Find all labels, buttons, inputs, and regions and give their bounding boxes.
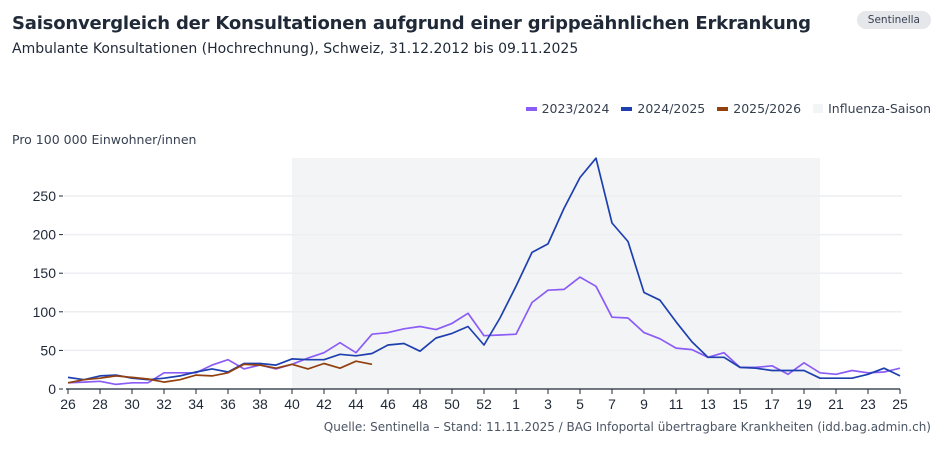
x-tick-label: 48	[412, 396, 428, 412]
series-line-2025-2026	[67, 360, 373, 384]
x-tick-label: 34	[188, 396, 204, 412]
x-tick-label: 23	[860, 396, 876, 412]
x-tick-label: 30	[124, 396, 140, 412]
x-tick-label: 5	[576, 396, 584, 412]
x-tick-label: 50	[444, 396, 460, 412]
series-line-2024-2025	[67, 157, 901, 381]
x-tick-label: 15	[732, 396, 748, 412]
legend-label: 2023/2024	[541, 101, 610, 116]
x-tick-label: 38	[252, 396, 268, 412]
legend-label: 2025/2026	[733, 101, 802, 116]
legend-item-influenza-season[interactable]: Influenza-Saison	[813, 101, 931, 116]
y-tick-label: 100	[33, 304, 57, 320]
chart-title: Saisonvergleich der Konsultationen aufgr…	[12, 13, 811, 34]
y-tick-label: 200	[33, 227, 57, 243]
y-tick-label: 50	[40, 342, 56, 358]
y-axis-label: Pro 100 000 Einwohner/innen	[12, 132, 197, 147]
legend-swatch-series-0	[525, 106, 537, 111]
x-tick-label: 7	[608, 396, 616, 412]
x-tick-label: 42	[316, 396, 332, 412]
x-tick-label: 40	[284, 396, 300, 412]
x-tick-label: 9	[640, 396, 648, 412]
x-tick-label: 32	[156, 396, 172, 412]
source-note: Quelle: Sentinella – Stand: 11.11.2025 /…	[323, 420, 931, 434]
legend: 2023/2024 2024/2025 2025/2026 Influenza-…	[525, 101, 931, 116]
x-tick-label: 17	[764, 396, 780, 412]
x-tick-label: 3	[544, 396, 552, 412]
y-tick-label: 250	[33, 188, 57, 204]
x-tick-label: 25	[892, 396, 908, 412]
legend-item-series-1[interactable]: 2024/2025	[621, 101, 705, 116]
x-tick-label: 46	[380, 396, 396, 412]
y-tick-label: 0	[48, 381, 56, 397]
x-tick-label: 11	[669, 396, 684, 412]
legend-item-series-0[interactable]: 2023/2024	[525, 101, 610, 116]
x-tick-label: 36	[220, 396, 236, 412]
legend-item-series-2[interactable]: 2025/2026	[717, 101, 801, 116]
y-tick-label: 150	[33, 265, 57, 281]
legend-swatch-series-2	[717, 106, 729, 111]
x-tick-label: 1	[512, 396, 520, 412]
x-tick-label: 26	[60, 396, 76, 412]
x-tick-label: 28	[92, 396, 108, 412]
legend-swatch-series-1	[621, 106, 633, 111]
x-tick-label: 19	[796, 396, 812, 412]
legend-swatch-influenza-season	[813, 104, 824, 113]
chart-subtitle: Ambulante Konsultationen (Hochrechnung),…	[12, 41, 579, 57]
legend-label: 2024/2025	[637, 101, 706, 116]
legend-label: Influenza-Saison	[828, 101, 931, 116]
x-tick-label: 21	[828, 396, 844, 412]
x-tick-label: 44	[348, 396, 364, 412]
series-line-2023-2024	[67, 276, 901, 386]
x-tick-label: 13	[700, 396, 716, 412]
x-tick-label: 52	[476, 396, 492, 412]
source-badge: Sentinella	[856, 11, 931, 29]
